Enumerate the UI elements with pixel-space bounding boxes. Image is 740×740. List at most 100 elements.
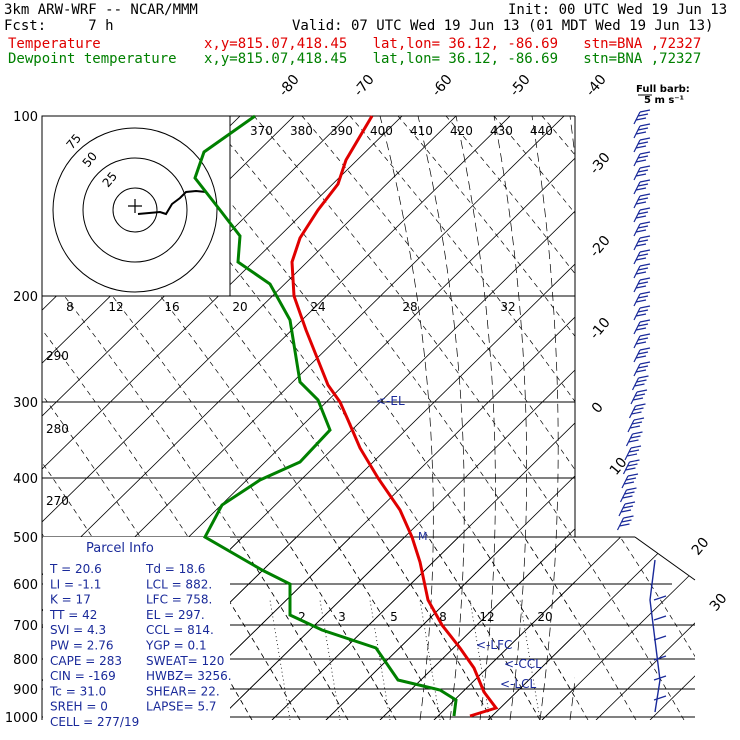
isotherm-label--60: -60 — [429, 72, 456, 100]
hodograph-ring-50 — [82, 157, 188, 263]
dewpoint-location: x,y=815.07,418.45 lat,lon= 36.12, -86.69… — [204, 51, 702, 67]
parcel-info-panel: Parcel Info T = 20.6 Td = 18.6 LI = -1.1 LCL… — [43, 537, 232, 729]
wind-barb-27 — [619, 487, 637, 503]
parcel-row-9-b: LAPSE= 5.7 — [146, 700, 217, 714]
parcel-row-7-b: HWBZ= 3256. — [146, 669, 232, 683]
pressure-tick-900: 900 — [13, 683, 38, 698]
dewpoint-profile — [193, 114, 458, 717]
wind-barb-9 — [633, 235, 651, 251]
wind-barb-16 — [633, 333, 651, 349]
theta-left-label-270: 270 — [46, 494, 69, 508]
mixing-label-24: 24 — [310, 300, 325, 314]
temperature-profile — [290, 115, 499, 718]
hodograph-ring-25 — [112, 187, 158, 233]
mixing-label-12: 12 — [108, 300, 123, 314]
isotherm-label--20: -20 — [587, 233, 614, 261]
mixing-low-label-20: 20 — [537, 610, 552, 624]
isotherm-label--50: -50 — [507, 72, 534, 100]
wind-barb-lower-flag-4 — [653, 675, 667, 681]
wind-barb-25 — [622, 459, 640, 475]
pressure-tick-300: 300 — [13, 396, 38, 411]
theta-left-label-280: 280 — [46, 422, 69, 436]
mixing-label-32: 32 — [500, 300, 515, 314]
wind-barb-lower-flag-0 — [653, 595, 667, 601]
wind-barb-12 — [633, 277, 651, 293]
theta-label-380: 380 — [290, 124, 313, 138]
wind-barb-19 — [631, 375, 649, 391]
mixing-low-label-8: 8 — [439, 610, 447, 624]
wind-barb-21 — [628, 403, 646, 419]
dewpoint-legend: Dewpoint temperature — [8, 51, 177, 67]
theta-label-390: 390 — [330, 124, 353, 138]
isotherm-label-0: 0 — [589, 399, 607, 416]
parcel-row-1-a: LI = -1.1 — [50, 577, 101, 591]
forecast-hour: Fcst: 7 h — [4, 18, 114, 34]
pressure-tick-400: 400 — [13, 472, 38, 487]
isotherm-label--80: -80 — [276, 72, 303, 100]
pressure-tick-600: 600 — [13, 578, 38, 593]
parcel-row-6-b: SWEAT= 120 — [146, 654, 224, 668]
pressure-tick-200: 200 — [13, 290, 38, 305]
theta-label-410: 410 — [410, 124, 433, 138]
wind-barb-lower-flag-1 — [653, 615, 667, 621]
mixing-label-16: 16 — [164, 300, 179, 314]
valid-time: Valid: 07 UTC Wed 19 Jun 13 (01 MDT Wed … — [292, 18, 714, 34]
temperature-location: x,y=815.07,418.45 lat,lon= 36.12, -86.69… — [204, 36, 702, 52]
isotherm-label--70: -70 — [351, 72, 378, 100]
parcel-row-6-a: CAPE = 283 — [50, 654, 122, 668]
parcel-row-3-a: TT = 42 — [49, 608, 97, 622]
wind-barb-23 — [625, 431, 643, 447]
hodograph-trace — [137, 189, 207, 216]
wind-barb-6 — [633, 193, 651, 209]
wind-barb-26 — [621, 473, 639, 489]
pressure-tick-700: 700 — [13, 619, 38, 634]
mixing-low-label-12: 12 — [479, 610, 494, 624]
wind-barb-10 — [633, 249, 651, 265]
wind-barb-0 — [633, 109, 651, 125]
hodograph-origin — [128, 199, 142, 213]
barb-legend-value: 5 m s⁻¹ — [644, 95, 684, 106]
mixing-low-label-5: 5 — [390, 610, 398, 624]
theta-left-label-290: 290 — [46, 349, 69, 363]
parcel-row-8-a: Tc = 31.0 — [49, 684, 106, 698]
parcel-row-1-b: LCL = 882. — [146, 577, 212, 591]
wind-barb-22 — [627, 417, 645, 433]
wind-barb-2 — [633, 137, 651, 153]
wind-barb-18 — [633, 361, 651, 377]
parcel-title: Parcel Info — [86, 541, 154, 556]
parcel-row-4-b: CCL = 814. — [146, 623, 214, 637]
wind-barbs: Full barb:5 m s⁻¹ — [616, 84, 690, 713]
isotherm-label--40: -40 — [583, 72, 610, 100]
mixing-low-label-3: 3 — [338, 610, 346, 624]
level-lcl: <-LCL — [500, 677, 536, 691]
parcel-row-0-a: T = 20.6 — [49, 562, 102, 576]
hodograph-ring-75 — [52, 127, 218, 293]
wind-barb-17 — [633, 347, 651, 363]
wind-barb-5 — [633, 179, 651, 195]
corner-axis — [634, 536, 696, 581]
parcel-row-2-b: LFC = 758. — [146, 593, 212, 607]
wind-barb-lower-flag-5 — [653, 695, 667, 701]
theta-label-400: 400 — [370, 124, 393, 138]
wind-barb-24 — [624, 445, 642, 461]
wind-barb-11 — [633, 263, 651, 279]
wind-barb-8 — [633, 221, 651, 237]
mean-marker: M — [418, 530, 428, 543]
isotherm-label-20: 20 — [689, 535, 713, 559]
wind-barb-lower-flag-2 — [653, 635, 667, 641]
level-lfc: <-LFC — [476, 638, 512, 652]
isotherm-label--30: -30 — [587, 150, 614, 178]
barb-legend-title: Full barb: — [636, 84, 690, 95]
parcel-row-7-a: CIN = -169 — [50, 669, 116, 683]
wind-barb-4 — [633, 165, 651, 181]
wind-barb-lower-flag-3 — [653, 655, 667, 661]
parcel-row-10-a: CELL = 277/19 — [50, 715, 139, 729]
isotherm-label--10: -10 — [587, 315, 614, 343]
wind-barb-20 — [630, 389, 648, 405]
model-title: 3km ARW-WRF -- NCAR/MMM — [4, 2, 198, 18]
level-ccl: <-CCL — [504, 657, 542, 671]
wind-barb-13 — [633, 291, 651, 307]
parcel-row-3-b: EL = 297. — [146, 608, 205, 622]
